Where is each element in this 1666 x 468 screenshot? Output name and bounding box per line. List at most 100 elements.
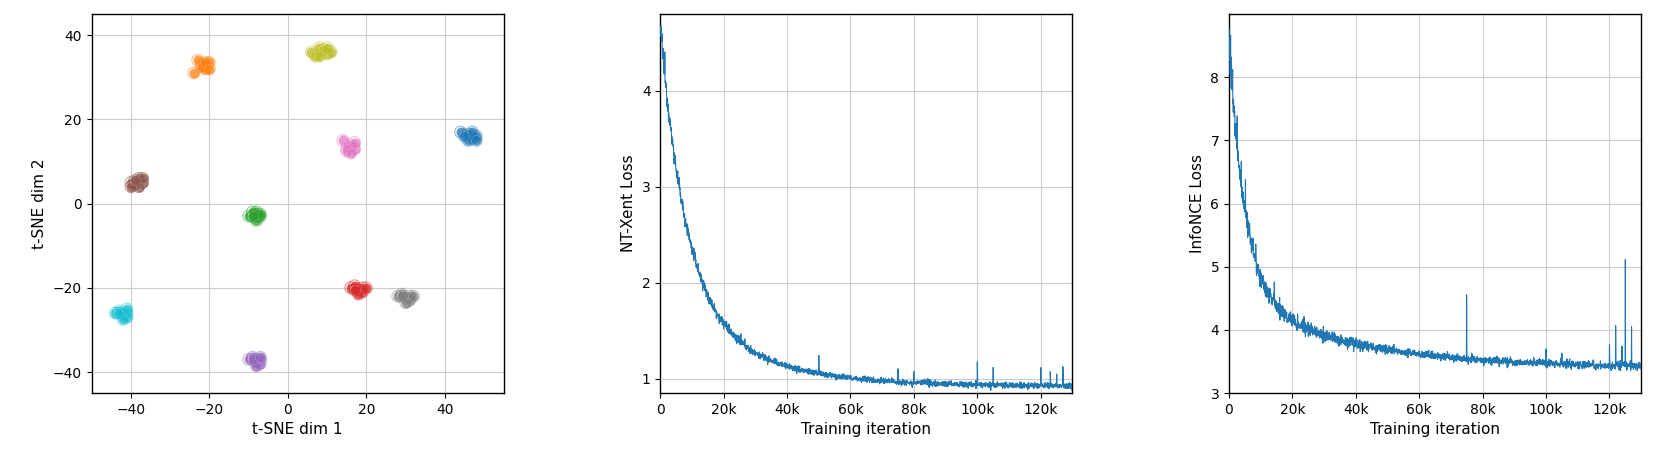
- Point: [122, 181, 148, 188]
- Point: [240, 356, 267, 363]
- Point: [197, 58, 223, 66]
- Point: [337, 143, 363, 150]
- Point: [247, 212, 273, 220]
- Point: [240, 356, 267, 363]
- Point: [337, 141, 363, 148]
- Point: [118, 179, 145, 186]
- Point: [313, 44, 340, 51]
- Point: [122, 176, 148, 184]
- Point: [113, 305, 140, 313]
- Point: [105, 307, 132, 314]
- Point: [247, 210, 273, 218]
- X-axis label: Training iteration: Training iteration: [801, 423, 931, 438]
- Point: [240, 354, 267, 361]
- Point: [235, 212, 262, 220]
- Point: [337, 143, 363, 150]
- Point: [125, 175, 152, 182]
- Point: [243, 217, 270, 224]
- Point: [385, 292, 412, 300]
- Point: [235, 356, 262, 363]
- Point: [350, 288, 377, 296]
- Point: [458, 128, 485, 136]
- Point: [342, 139, 368, 146]
- Point: [397, 297, 423, 304]
- Point: [313, 50, 340, 58]
- Point: [192, 58, 218, 66]
- Point: [388, 290, 415, 298]
- Point: [122, 181, 148, 188]
- Point: [130, 175, 157, 182]
- Point: [113, 305, 140, 313]
- Point: [192, 58, 218, 66]
- Point: [333, 147, 360, 154]
- Point: [247, 360, 273, 367]
- Point: [247, 354, 273, 361]
- Point: [188, 63, 215, 70]
- Point: [458, 134, 485, 142]
- Point: [243, 208, 270, 216]
- Point: [392, 299, 418, 306]
- Point: [342, 145, 368, 153]
- Point: [240, 208, 267, 216]
- Point: [180, 69, 207, 77]
- Point: [388, 292, 415, 300]
- Point: [102, 309, 128, 317]
- Point: [397, 297, 423, 304]
- Point: [333, 145, 360, 153]
- Point: [247, 210, 273, 218]
- Point: [345, 290, 372, 298]
- Point: [345, 290, 372, 298]
- Point: [113, 309, 140, 317]
- Point: [342, 139, 368, 146]
- Point: [451, 132, 478, 140]
- Point: [110, 315, 137, 323]
- Point: [110, 315, 137, 323]
- Point: [105, 309, 132, 317]
- Point: [463, 137, 490, 144]
- Point: [243, 214, 270, 222]
- Point: [302, 52, 328, 60]
- Point: [130, 179, 157, 186]
- Point: [240, 212, 267, 220]
- Point: [318, 48, 345, 56]
- Point: [118, 183, 145, 190]
- Point: [125, 175, 152, 182]
- Point: [130, 175, 157, 182]
- Point: [243, 362, 270, 369]
- Point: [243, 217, 270, 224]
- Point: [337, 141, 363, 148]
- Point: [310, 46, 337, 53]
- Point: [110, 312, 137, 319]
- Point: [247, 360, 273, 367]
- Point: [330, 137, 357, 144]
- Point: [307, 52, 333, 60]
- Point: [240, 354, 267, 361]
- Y-axis label: NT-Xent Loss: NT-Xent Loss: [621, 155, 636, 252]
- Point: [392, 295, 418, 302]
- Point: [118, 179, 145, 186]
- Point: [113, 309, 140, 317]
- Point: [342, 286, 368, 294]
- Point: [243, 362, 270, 369]
- Point: [337, 284, 363, 292]
- Point: [388, 290, 415, 298]
- Point: [353, 284, 380, 292]
- Point: [397, 292, 423, 300]
- Point: [463, 132, 490, 140]
- Point: [350, 288, 377, 296]
- Y-axis label: InfoNCE Loss: InfoNCE Loss: [1190, 154, 1205, 253]
- Point: [247, 354, 273, 361]
- Point: [302, 52, 328, 60]
- Point: [345, 286, 372, 294]
- Point: [185, 57, 212, 64]
- Point: [197, 65, 223, 73]
- Point: [118, 183, 145, 190]
- Point: [451, 132, 478, 140]
- Point: [192, 65, 218, 73]
- Point: [243, 358, 270, 365]
- Point: [180, 69, 207, 77]
- X-axis label: Training iteration: Training iteration: [1369, 423, 1499, 438]
- Point: [243, 208, 270, 216]
- Point: [342, 286, 368, 294]
- Point: [192, 65, 218, 73]
